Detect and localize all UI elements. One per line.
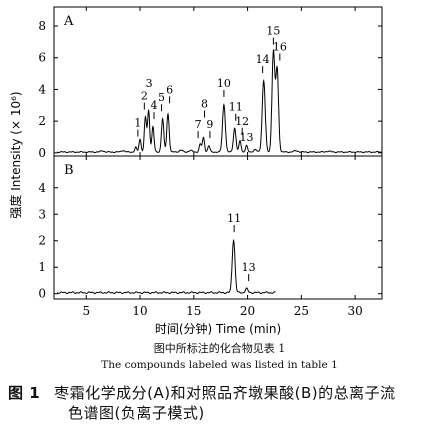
caption-en-subtitle: The compounds labeled was listed in tabl… (101, 359, 338, 371)
peak-label-14: 14 (256, 53, 270, 66)
caption-cn-subtitle: 图中所标注的化合物见表 1 (153, 342, 286, 355)
panel-label-A: A (63, 14, 74, 29)
x-tick-label: 25 (294, 304, 309, 318)
y-tick-label: 8 (38, 19, 46, 33)
y-tick-label: 1 (38, 260, 46, 274)
peak-label-8: 8 (201, 98, 208, 111)
peak-label-11: 11 (227, 212, 241, 225)
x-tick-label: 30 (347, 304, 362, 318)
peak-label-4: 4 (151, 99, 158, 112)
x-tick-label: 10 (132, 304, 147, 318)
y-tick-label: 0 (38, 146, 46, 160)
peak-label-13: 13 (239, 131, 253, 144)
y-tick-label: 2 (38, 114, 46, 128)
y-axis-title: 强度 Intensity (× 10⁶) (8, 91, 23, 218)
peak-label-3: 3 (146, 77, 153, 90)
peak-label-10: 10 (217, 77, 231, 90)
y-tick-label: 2 (38, 234, 46, 248)
chromatogram-trace-A (57, 49, 383, 154)
peak-label-16: 16 (273, 40, 287, 53)
y-tick-label: 4 (38, 181, 46, 195)
figure-number: 图 1 (8, 384, 41, 402)
peak-label-1: 1 (134, 117, 141, 130)
figure-caption: 图 1 枣霜化学成分(A)和对照品齐墩果酸(B)的总离子流 色谱图(负离子模式) (8, 383, 433, 423)
x-tick-label: 20 (240, 304, 255, 318)
peak-label-5: 5 (158, 91, 165, 104)
y-tick-label: 4 (38, 82, 46, 96)
figure-title-line1: 枣霜化学成分(A)和对照品齐墩果酸(B)的总离子流 (54, 384, 396, 402)
x-tick-label: 5 (82, 304, 90, 318)
figure-title-line2: 色谱图(负离子模式) (68, 404, 205, 422)
peak-label-9: 9 (206, 118, 213, 131)
x-tick-label: 15 (186, 304, 201, 318)
y-tick-label: 0 (38, 287, 46, 301)
y-tick-label: 6 (38, 51, 46, 65)
panel-frame-B (53, 155, 383, 300)
peak-label-11: 11 (229, 101, 243, 114)
chromatogram-trace-B (56, 239, 276, 295)
peak-label-6: 6 (166, 83, 173, 96)
y-tick-label: 3 (38, 207, 46, 221)
chromatogram-chart: A0246812345678910111213141516B0123411135… (8, 6, 383, 336)
peak-label-13: 13 (242, 261, 256, 274)
peak-label-15: 15 (266, 25, 280, 38)
panel-label-B: B (64, 163, 74, 178)
x-axis-title: 时间(分钟) Time (min) (155, 321, 281, 336)
peak-label-12: 12 (235, 115, 249, 128)
peak-label-7: 7 (195, 118, 202, 131)
peak-label-2: 2 (141, 90, 148, 103)
